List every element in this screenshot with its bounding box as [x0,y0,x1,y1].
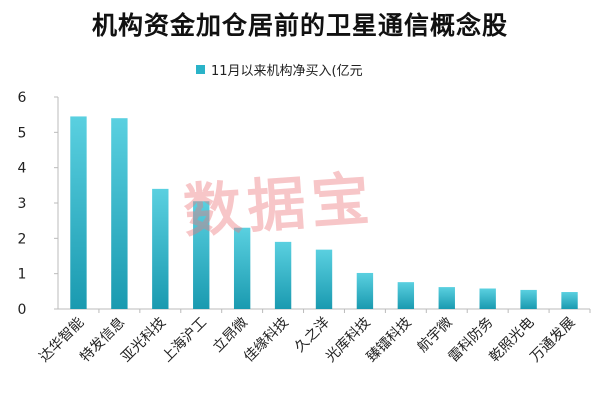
y-tick-label: 5 [18,125,27,141]
bar [193,201,210,309]
bar [520,289,537,309]
y-tick-label: 3 [18,196,27,212]
bar [152,188,169,309]
chart-title: 机构资金加仓居前的卫星通信概念股 [91,11,508,40]
bar [397,282,415,309]
x-tick-label: 上海沪工 [159,315,210,366]
bar [438,287,455,309]
bar [70,116,87,309]
y-tick-label: 0 [18,302,27,318]
x-tick-label: 佳缘科技 [241,315,292,366]
legend-label: 11月以来机构净买入(亿元 [211,63,363,79]
legend-swatch [196,64,205,74]
bar [356,272,374,309]
bars [70,116,578,309]
y-tick-label: 4 [18,161,27,177]
bar [315,249,333,309]
x-tick-label: 臻镭科技 [364,315,415,366]
watermark: 数据宝 [181,164,378,246]
y-tick-label: 2 [18,231,27,247]
legend: 11月以来机构净买入(亿元 [196,60,363,79]
bar [274,241,292,309]
bar [111,118,128,309]
bar [561,292,578,309]
y-tick-label: 6 [18,90,27,106]
bar [233,227,251,309]
y-tick-label: 1 [18,267,27,283]
x-tick-label: 万通发展 [527,315,578,366]
y-tick-labels: 0 1 2 3 4 5 6 [18,90,27,318]
bar [479,288,496,309]
